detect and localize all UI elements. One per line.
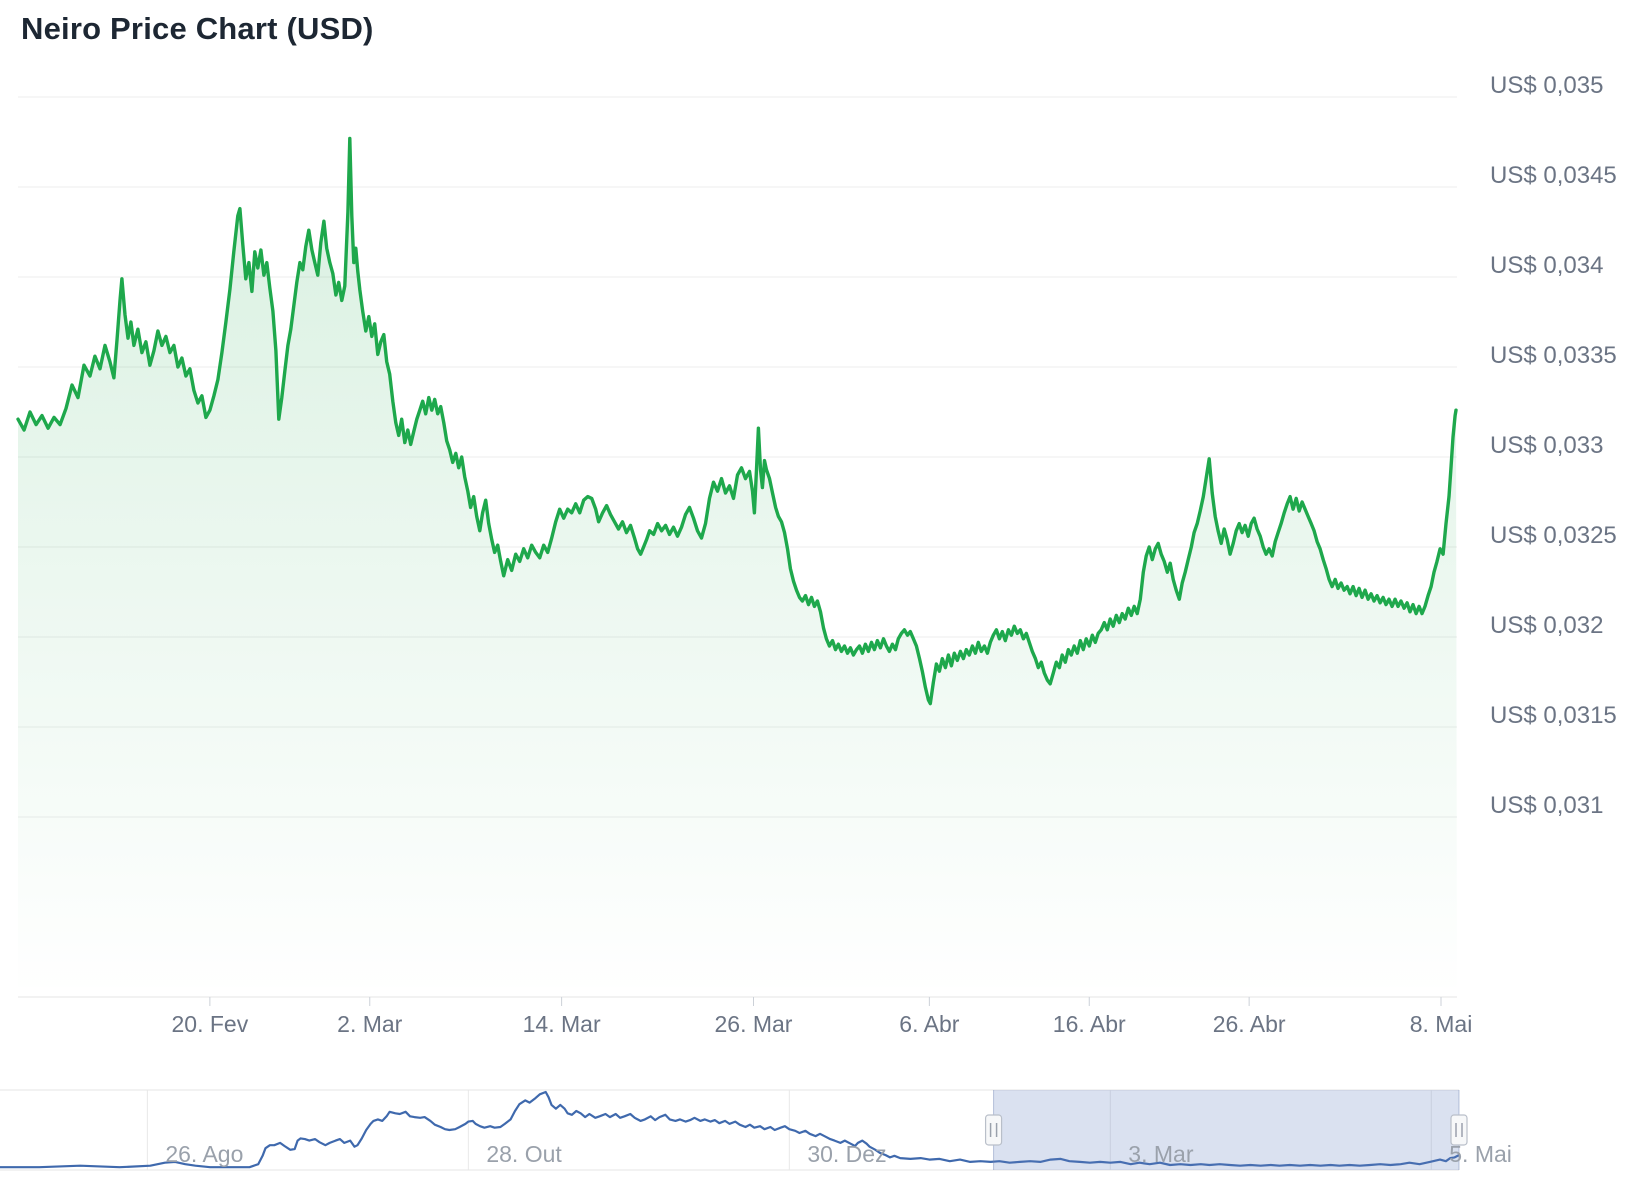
navigator-selected-range[interactable]	[993, 1090, 1459, 1170]
y-axis-label: US$ 0,035	[1490, 72, 1603, 99]
navigator-series-line	[0, 1090, 1460, 1169]
navigator-date-label: 3. Mar	[1128, 1141, 1194, 1167]
x-axis-label: 2. Mar	[337, 1011, 403, 1037]
x-axis-label: 16. Abr	[1053, 1011, 1126, 1037]
navigator-date-label: 30. Dez	[807, 1141, 886, 1167]
y-axis-label: US$ 0,033	[1490, 432, 1603, 459]
y-axis-label: US$ 0,0335	[1490, 342, 1617, 369]
y-axis-label: US$ 0,0325	[1490, 522, 1617, 549]
x-axis-label: 20. Fev	[172, 1011, 249, 1037]
y-axis-label: US$ 0,034	[1490, 252, 1603, 279]
price-line	[16, 136, 1458, 706]
y-axis-label: US$ 0,031	[1490, 792, 1603, 819]
navigator-left-handle[interactable]	[984, 1114, 1003, 1146]
navigator-date-label: 26. Ago	[165, 1141, 243, 1167]
y-axis-label: US$ 0,0345	[1490, 162, 1617, 189]
y-axis-label: US$ 0,0315	[1490, 702, 1617, 729]
x-axis-label: 26. Mar	[714, 1011, 792, 1037]
y-axis-label: US$ 0,032	[1490, 612, 1603, 639]
price-area-fill	[18, 138, 1457, 997]
main-plot-group: US$ 0,035 US$ 0,0345 US$ 0,034 US$ 0,0335 US…	[16, 72, 1617, 1037]
x-axis-label: 8. Mai	[1410, 1011, 1473, 1037]
handle-body[interactable]	[1450, 1114, 1468, 1146]
x-axis-label: 26. Abr	[1213, 1011, 1286, 1037]
navigator-group: 26. Ago 28. Out 30. Dez 3. Mar 5. Mai	[0, 1089, 1512, 1171]
plot-area[interactable]	[18, 77, 1457, 997]
handle-body[interactable]	[984, 1114, 1003, 1146]
chart-title: Neiro Price Chart (USD)	[21, 11, 374, 46]
navigator-right-handle[interactable]	[1450, 1114, 1468, 1146]
x-axis-label: 14. Mar	[523, 1011, 601, 1037]
navigator-date-label: 28. Out	[486, 1141, 562, 1167]
x-axis-label: 6. Abr	[899, 1011, 959, 1037]
